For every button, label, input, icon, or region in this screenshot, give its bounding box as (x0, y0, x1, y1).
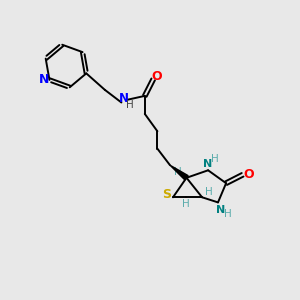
Text: H: H (126, 100, 134, 110)
Text: H: H (224, 209, 232, 219)
Text: N: N (216, 205, 226, 214)
Text: N: N (203, 159, 213, 169)
Text: N: N (39, 74, 49, 86)
Text: H: H (174, 167, 182, 177)
Text: N: N (119, 92, 129, 105)
Text: H: H (211, 154, 219, 164)
Text: H: H (182, 200, 190, 209)
Polygon shape (170, 165, 188, 180)
Text: H: H (205, 187, 213, 197)
Text: O: O (243, 168, 254, 181)
Text: S: S (162, 188, 171, 201)
Text: O: O (152, 70, 162, 83)
